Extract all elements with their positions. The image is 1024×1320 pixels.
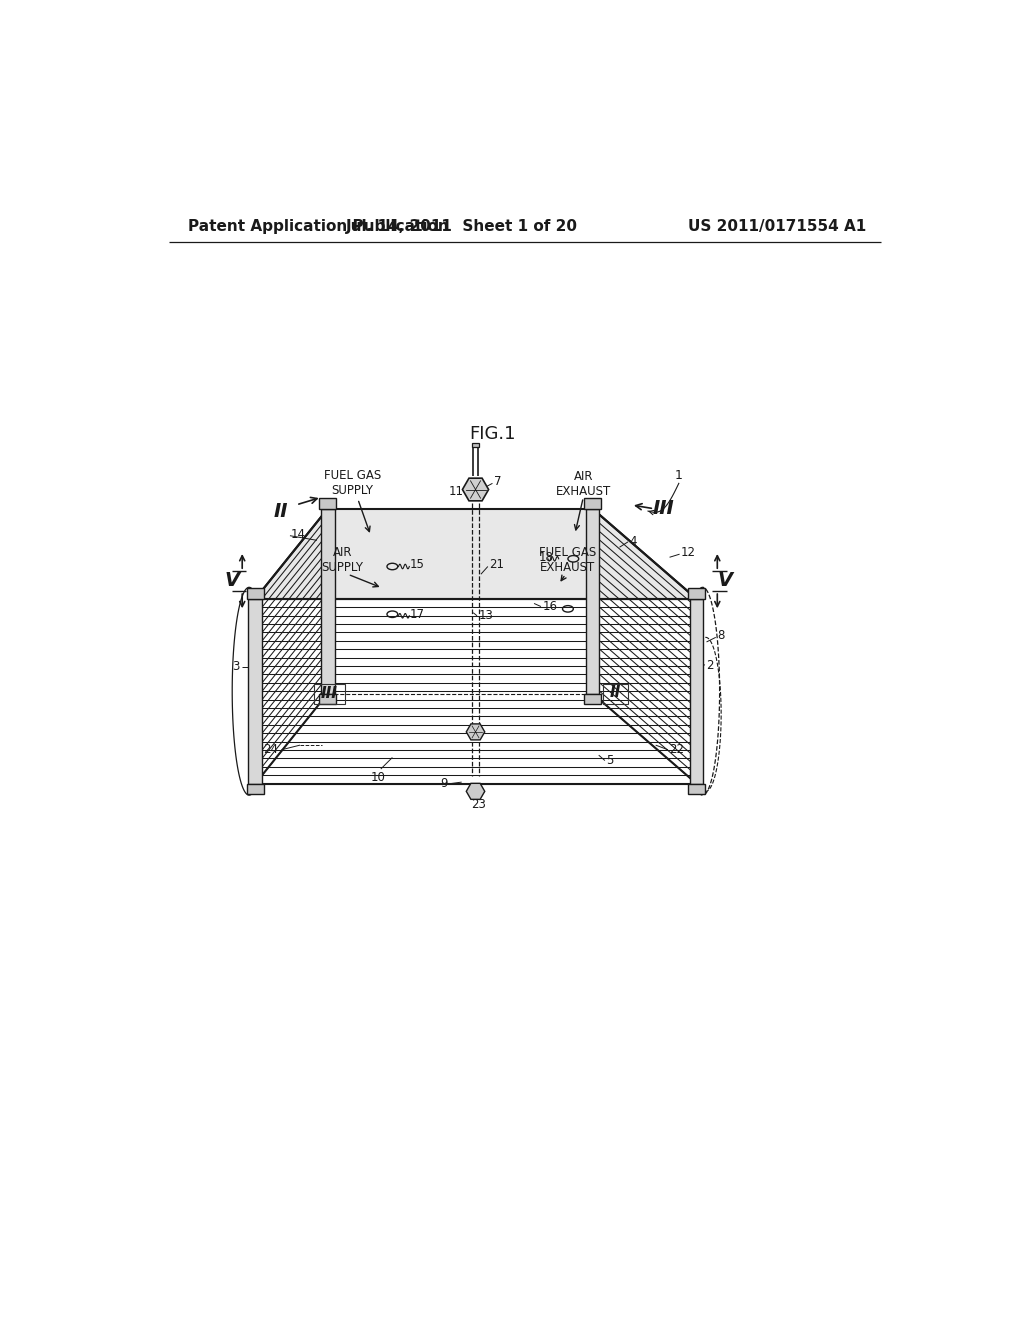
Text: US 2011/0171554 A1: US 2011/0171554 A1 — [688, 219, 866, 234]
Text: 10: 10 — [371, 771, 386, 784]
Bar — [472, 442, 479, 447]
Text: II: II — [273, 502, 288, 520]
Text: V: V — [718, 570, 732, 590]
Text: 21: 21 — [489, 558, 505, 572]
Text: 15: 15 — [410, 558, 424, 572]
Text: 12: 12 — [681, 546, 696, 560]
Bar — [247, 784, 264, 795]
Bar — [321, 508, 335, 693]
Text: 8: 8 — [717, 630, 725, 643]
Bar — [689, 599, 703, 784]
Text: 7: 7 — [494, 475, 502, 488]
Text: 3: 3 — [232, 660, 240, 673]
Text: 5: 5 — [606, 754, 613, 767]
Polygon shape — [466, 783, 484, 800]
Polygon shape — [466, 723, 484, 741]
Text: III: III — [321, 686, 338, 701]
Bar — [319, 693, 336, 705]
Text: 22: 22 — [670, 743, 685, 756]
Bar — [603, 684, 628, 704]
Text: Patent Application Publication: Patent Application Publication — [188, 219, 450, 234]
Bar — [319, 498, 336, 508]
Text: III: III — [652, 499, 674, 519]
Polygon shape — [255, 508, 696, 599]
Text: 14: 14 — [291, 528, 306, 541]
Bar — [313, 684, 345, 704]
Bar — [584, 498, 601, 508]
Bar — [584, 693, 601, 705]
Text: 9: 9 — [440, 777, 447, 791]
Bar — [688, 589, 705, 599]
Text: AIR
EXHAUST: AIR EXHAUST — [556, 470, 611, 498]
Polygon shape — [463, 478, 488, 500]
Text: II: II — [610, 685, 622, 700]
Text: 11: 11 — [449, 486, 463, 499]
Text: 2: 2 — [707, 659, 714, 672]
Bar — [247, 589, 264, 599]
Text: 16: 16 — [543, 601, 557, 612]
Text: FUEL GAS
EXHAUST: FUEL GAS EXHAUST — [540, 545, 597, 574]
Text: 17: 17 — [410, 607, 424, 620]
Text: FUEL GAS
SUPPLY: FUEL GAS SUPPLY — [324, 470, 381, 498]
Text: 4: 4 — [630, 536, 637, 548]
Text: 23: 23 — [471, 797, 486, 810]
Bar — [586, 508, 599, 693]
Bar — [688, 784, 705, 795]
Bar — [249, 599, 262, 784]
Text: V: V — [224, 570, 240, 590]
Text: Jul. 14, 2011  Sheet 1 of 20: Jul. 14, 2011 Sheet 1 of 20 — [346, 219, 578, 234]
Text: 13: 13 — [478, 610, 494, 622]
Text: 24: 24 — [263, 743, 279, 756]
Text: 1: 1 — [675, 469, 683, 482]
Text: FIG.1: FIG.1 — [469, 425, 516, 444]
Text: 18: 18 — [539, 550, 554, 564]
Text: AIR
SUPPLY: AIR SUPPLY — [322, 545, 364, 574]
